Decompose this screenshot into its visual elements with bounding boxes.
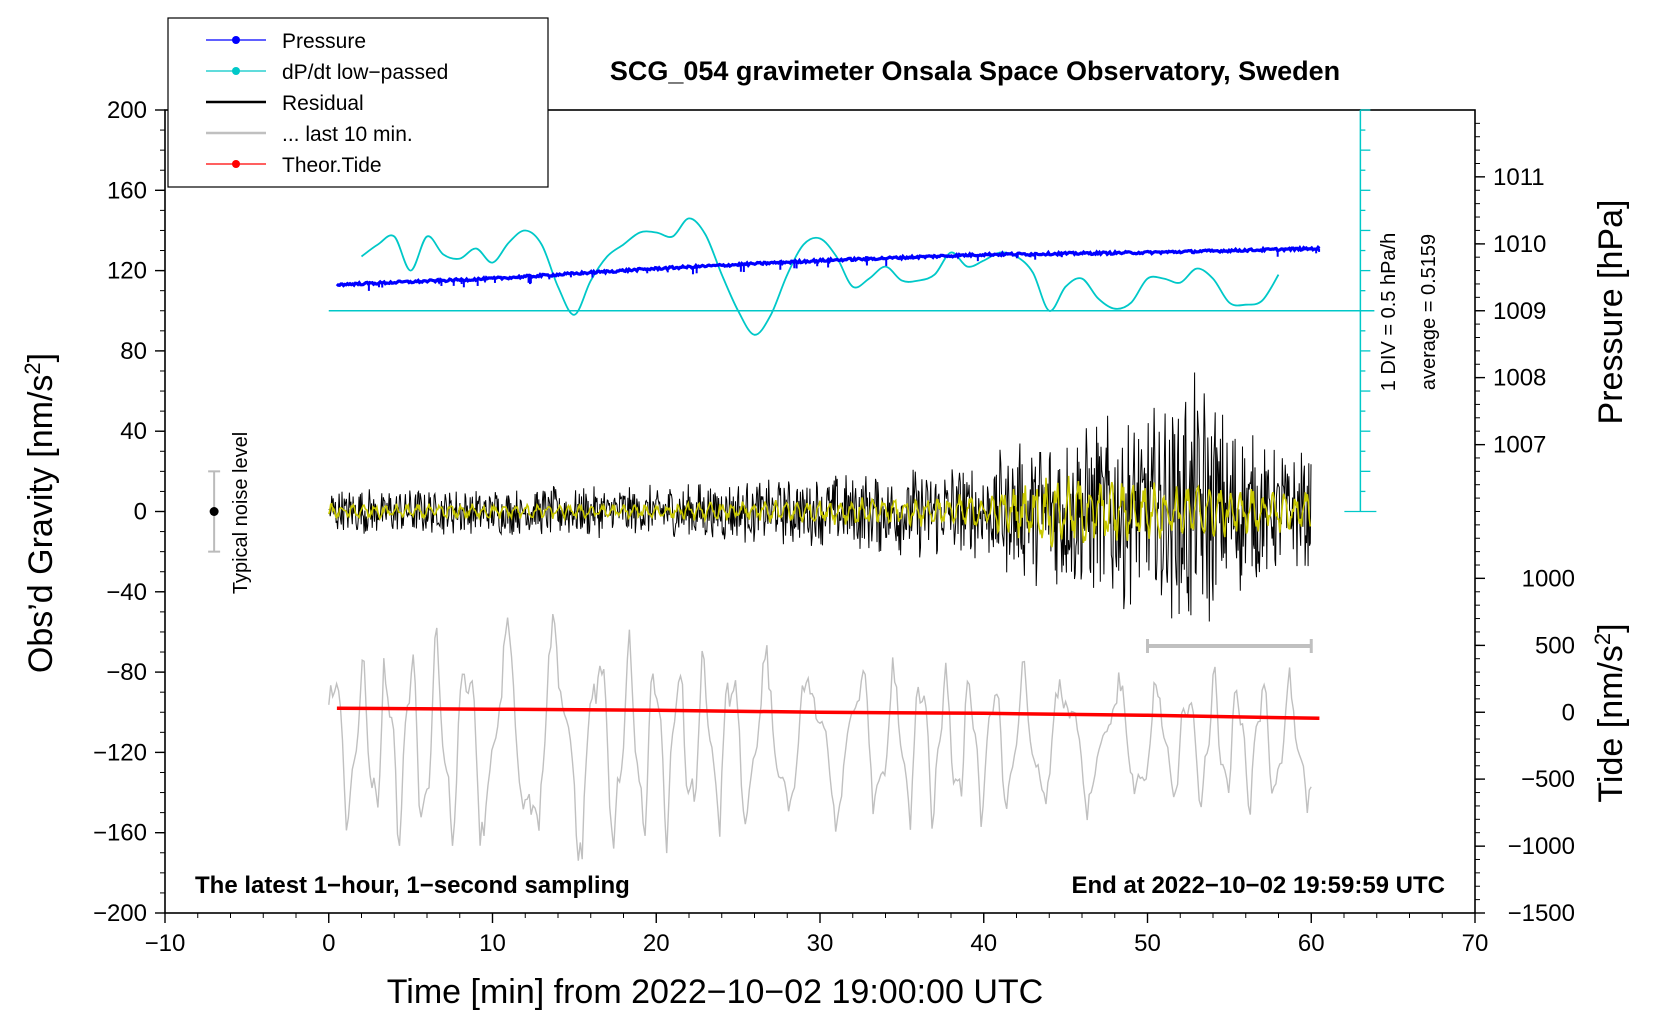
legend-marker [232, 36, 240, 44]
pressure-tick-label: 1008 [1493, 365, 1546, 392]
legend-label: Residual [282, 92, 364, 115]
x-tick-label: −10 [145, 930, 186, 957]
average-label: average = 0.5159 [1418, 234, 1440, 390]
x-tick-label: 60 [1298, 930, 1325, 957]
y-tick-label: 80 [120, 338, 147, 365]
legend-label: Theor.Tide [282, 154, 382, 177]
tide-tick-label: −1000 [1508, 833, 1575, 860]
legend-marker [232, 67, 240, 75]
y-tick-label: −200 [93, 900, 147, 927]
y-axis-title-sup: 2 [20, 362, 45, 374]
tide-tick-label: −500 [1521, 766, 1575, 793]
y-axis-title: Obs’d Gravity [nm/s2] [20, 353, 60, 673]
pressure-tick-label: 1007 [1493, 432, 1546, 459]
theor-tide-series [336, 706, 1320, 721]
tide-tick-label: 500 [1535, 632, 1575, 659]
x-tick-label: 10 [479, 930, 506, 957]
tide-tick-label: −1500 [1508, 900, 1575, 927]
y-tick-label: 200 [107, 97, 147, 124]
y-tick-label: 40 [120, 418, 147, 445]
plot-layer: −10 0 10 20 30 40 50 60 70 −200 −160 −120 −80 −40 0 40 8… [93, 97, 1575, 957]
bottom-right-note: End at 2022−10−02 19:59:59 UTC [1071, 872, 1445, 899]
pressure-series [335, 244, 1321, 288]
tide-tick-label: 1000 [1522, 565, 1575, 592]
y-tick-label: 120 [107, 258, 147, 285]
pressure-tick-label: 1011 [1493, 164, 1545, 191]
tide-axis-title-sup: 2 [1590, 633, 1615, 645]
x-tick-label: 30 [807, 930, 834, 957]
last-10-min-series [328, 613, 1312, 861]
pressure-tick-label: 1009 [1493, 298, 1546, 325]
x-tick-label: 0 [322, 930, 335, 957]
dpdt-series [360, 217, 1280, 336]
legend-label: dP/dt low−passed [282, 61, 448, 84]
residual-smoothed-series [328, 475, 1312, 548]
tide-tick-label: 0 [1562, 699, 1575, 726]
x-tick-label: 50 [1134, 930, 1161, 957]
div-label: 1 DIV = 0.5 hPa/h [1378, 233, 1400, 391]
y-tick-label: 160 [107, 177, 147, 204]
noise-bar-dot [209, 507, 219, 516]
y-axis-title-close: ] [22, 353, 60, 362]
y-tick-label: 0 [134, 499, 147, 526]
bottom-left-note: The latest 1−hour, 1−second sampling [195, 872, 630, 899]
noise-label: Typical noise level [230, 432, 252, 594]
x-tick-label: 40 [970, 930, 997, 957]
y-tick-label: −40 [106, 579, 147, 606]
legend-label: ... last 10 min. [282, 123, 413, 146]
legend-label: Pressure [282, 30, 366, 53]
y-tick-label: −120 [93, 739, 147, 766]
y-tick-label: −160 [93, 820, 147, 847]
tide-axis-title: Tide [nm/s2] [1590, 623, 1630, 802]
pressure-tick-label: 1010 [1493, 231, 1546, 258]
pressure-axis-title: Pressure [hPa] [1592, 200, 1630, 425]
y-tick-label: −80 [106, 659, 147, 686]
x-tick-label: 20 [643, 930, 670, 957]
residual-series [328, 372, 1312, 622]
legend: Pressure dP/dt low−passed Residual ... last… [167, 17, 549, 188]
legend-marker [232, 160, 240, 168]
tide-axis-title-close: ] [1592, 623, 1630, 632]
x-axis-title: Time [min] from 2022−10−02 19:00:00 UTC [387, 973, 1043, 1011]
x-tick-label: 70 [1462, 930, 1489, 957]
chart-title: SCG_054 gravimeter Onsala Space Observat… [610, 56, 1340, 86]
